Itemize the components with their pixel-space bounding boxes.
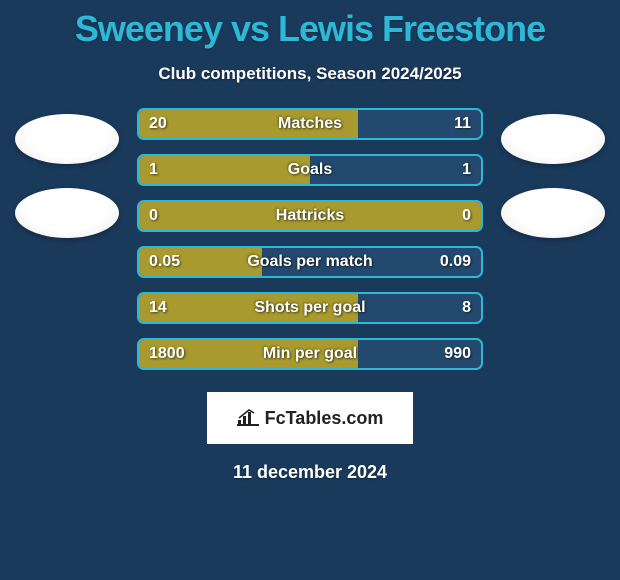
player-left-avatar [15,114,119,164]
date-line: 11 december 2024 [0,462,620,483]
stat-row-matches: 20 Matches 11 [137,108,483,140]
stat-label: Min per goal [263,345,357,363]
stat-right-value: 0.09 [440,253,471,271]
stat-right-value: 1 [462,161,471,179]
stat-row-mpg: 1800 Min per goal 990 [137,338,483,370]
stat-fill [139,156,310,184]
stat-row-gpm: 0.05 Goals per match 0.09 [137,246,483,278]
left-avatar-col [15,108,119,238]
stat-left-value: 14 [149,299,167,317]
stat-label: Matches [278,115,342,133]
stat-left-value: 1800 [149,345,185,363]
stat-left-value: 1 [149,161,158,179]
player-right-avatar [501,114,605,164]
stat-row-spg: 14 Shots per goal 8 [137,292,483,324]
stat-label: Goals per match [247,253,372,271]
brand-text: FcTables.com [265,408,384,429]
stat-right-value: 0 [462,207,471,225]
stat-bars: 20 Matches 11 1 Goals 1 0 Hattricks 0 0.… [137,108,483,370]
right-avatar-col [501,108,605,238]
chart-icon [237,408,259,428]
stat-left-value: 0.05 [149,253,180,271]
stat-label: Shots per goal [254,299,365,317]
page-title: Sweeney vs Lewis Freestone [0,0,620,50]
stat-row-goals: 1 Goals 1 [137,154,483,186]
stat-right-value: 11 [454,115,471,133]
stat-label: Goals [288,161,332,179]
stat-left-value: 0 [149,207,158,225]
player-left-avatar-2 [15,188,119,238]
comparison-area: 20 Matches 11 1 Goals 1 0 Hattricks 0 0.… [0,108,620,370]
stat-right-value: 8 [462,299,471,317]
stat-left-value: 20 [149,115,167,133]
player-right-avatar-2 [501,188,605,238]
stat-label: Hattricks [276,207,344,225]
brand-box: FcTables.com [207,392,413,444]
stat-row-hattricks: 0 Hattricks 0 [137,200,483,232]
subtitle: Club competitions, Season 2024/2025 [0,64,620,84]
stat-right-value: 990 [444,345,471,363]
